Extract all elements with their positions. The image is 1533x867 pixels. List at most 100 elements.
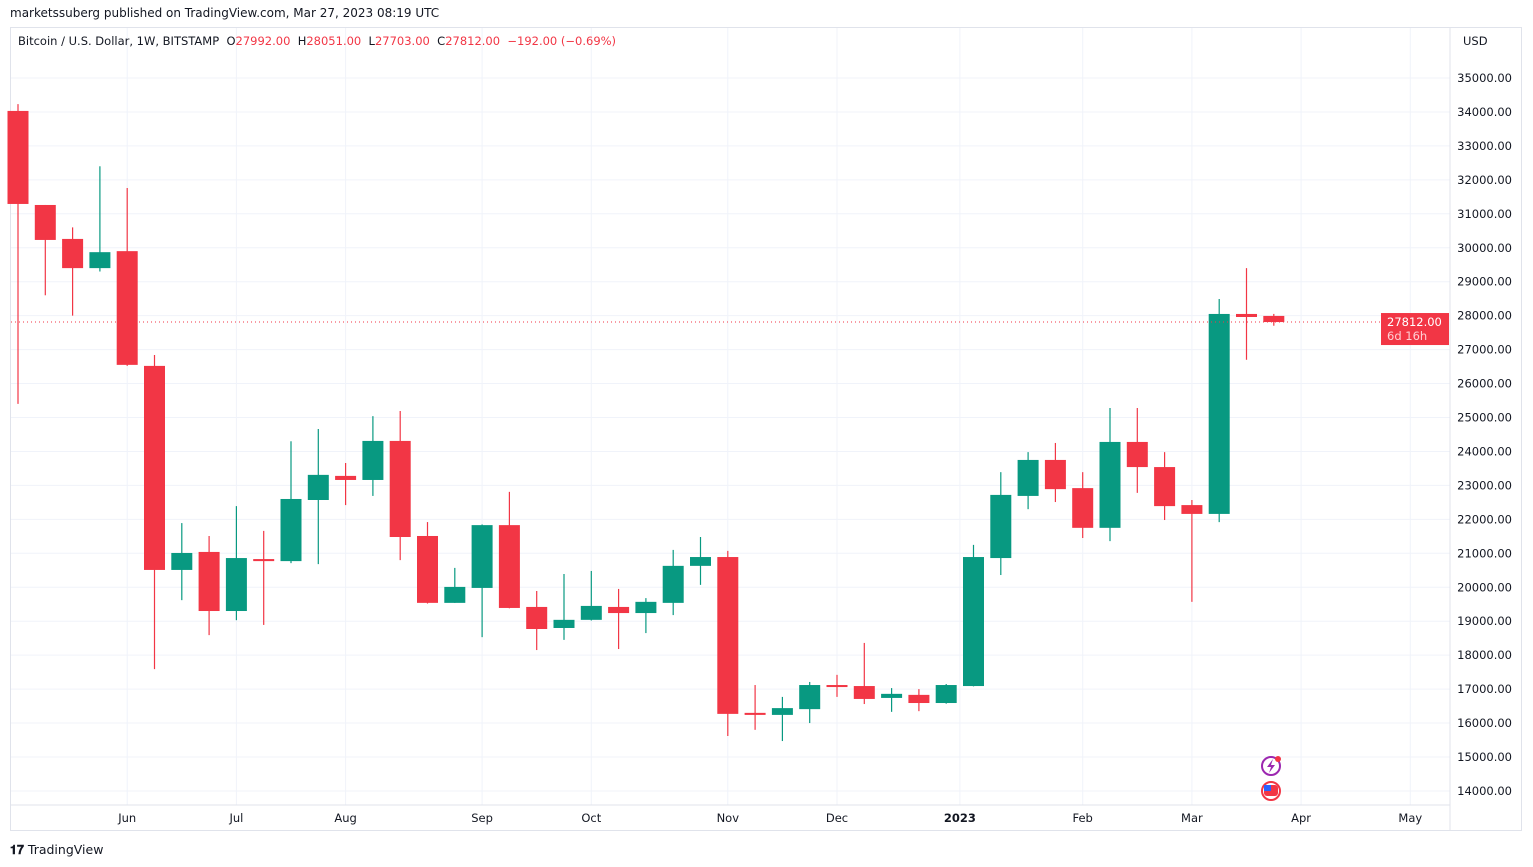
candle-up [307, 474, 329, 500]
candle-down [34, 204, 56, 240]
price-tick-label: 16000.00 [1457, 716, 1512, 730]
price-tick-label: 17000.00 [1457, 682, 1512, 696]
candle-down [1072, 488, 1094, 528]
time-tick-label: Aug [334, 811, 356, 825]
price-tick-label: 34000.00 [1457, 105, 1512, 119]
candle-down [116, 251, 138, 365]
open-label: O [226, 34, 236, 48]
candle-up [444, 586, 466, 603]
price-tick-label: 23000.00 [1457, 478, 1512, 492]
candle-down [717, 557, 739, 714]
candle-up [662, 565, 684, 603]
candle-up [935, 685, 957, 704]
candle-up [471, 525, 493, 588]
candle-down [62, 238, 84, 269]
candle-down [744, 712, 766, 715]
price-tick-label: 31000.00 [1457, 207, 1512, 221]
price-tick-label: 18000.00 [1457, 648, 1512, 662]
price-tick-label: 24000.00 [1457, 444, 1512, 458]
time-tick-label: Jun [117, 811, 136, 825]
notification-dot [1275, 756, 1281, 762]
candle-down [608, 606, 630, 614]
candle-up [990, 494, 1012, 559]
candle-up [799, 685, 821, 710]
candle-down [1154, 467, 1176, 507]
candle-down [826, 685, 848, 688]
candle-up [89, 252, 111, 269]
high-label: H [297, 34, 307, 48]
candle-down [198, 551, 220, 612]
time-tick-label: Sep [471, 811, 493, 825]
candle-up [881, 693, 903, 698]
low-value: 27703.00 [374, 34, 430, 48]
candle-down [526, 606, 548, 630]
price-tick-label: 22000.00 [1457, 512, 1512, 526]
candle-down [417, 535, 438, 603]
time-tick-label: Nov [717, 811, 740, 825]
close-label: C [437, 34, 446, 48]
price-tick-label: 35000.00 [1457, 71, 1512, 85]
candle-down [1126, 441, 1148, 468]
low-label: L [368, 34, 375, 48]
tradingview-logo[interactable]: 𝟏𝟕 TradingView [10, 842, 103, 858]
currency-label[interactable]: USD [1463, 34, 1488, 48]
price-tick-label: 15000.00 [1457, 750, 1512, 764]
change-value: −192.00 (−0.69%) [507, 34, 617, 48]
price-tick-label: 19000.00 [1457, 614, 1512, 628]
symbol-title[interactable]: Bitcoin / U.S. Dollar, 1W, BITSTAMP [18, 34, 220, 48]
candle-up [771, 708, 793, 715]
price-tick-label: 28000.00 [1457, 309, 1512, 323]
open-value: 27992.00 [235, 34, 291, 48]
candle-up [1208, 313, 1230, 514]
candle-up [171, 552, 193, 570]
price-tick-label: 20000.00 [1457, 580, 1512, 594]
candle-up [635, 601, 657, 614]
brand-name: TradingView [27, 842, 104, 857]
time-tick-label: May [1398, 811, 1422, 825]
time-tick-label: Feb [1073, 811, 1093, 825]
price-tick-label: 32000.00 [1457, 173, 1512, 187]
last-price-value: 27812.00 [1387, 315, 1442, 329]
price-tick-label: 21000.00 [1457, 546, 1512, 560]
time-tick-label: Oct [581, 811, 601, 825]
candle-down [144, 365, 165, 570]
candle-down [908, 694, 930, 704]
candle-up [580, 605, 602, 620]
price-tick-label: 30000.00 [1457, 241, 1512, 255]
high-value: 28051.00 [306, 34, 362, 48]
flag-canton [1264, 785, 1271, 791]
price-tick-label: 27000.00 [1457, 343, 1512, 357]
candle-down [253, 559, 275, 562]
candle-up [1017, 459, 1039, 496]
bar-countdown: 6d 16h [1387, 329, 1427, 343]
candle-down [335, 475, 357, 480]
candle-up [553, 619, 575, 628]
candle-up [225, 558, 247, 612]
time-tick-label: Apr [1291, 811, 1311, 825]
candle-down [1044, 459, 1066, 490]
price-tick-label: 14000.00 [1457, 784, 1512, 798]
candle-down [498, 525, 520, 608]
time-tick-label: 2023 [944, 811, 976, 825]
lightning-glyph [1267, 759, 1275, 773]
time-tick-label: Mar [1181, 811, 1203, 825]
candle-down [1181, 505, 1203, 514]
price-tick-label: 33000.00 [1457, 139, 1512, 153]
candle-down [389, 440, 411, 538]
time-tick-label: Jul [228, 811, 243, 825]
close-value: 27812.00 [445, 34, 501, 48]
candle-down [853, 686, 875, 699]
candle-down [1263, 315, 1285, 323]
chart-frame [10, 27, 1522, 831]
candle-down [7, 110, 29, 204]
candle-up [963, 557, 984, 687]
candle-down [1236, 313, 1257, 318]
candle-up [690, 557, 711, 566]
candle-up [280, 498, 302, 562]
tv-logo-icon: 𝟏𝟕 [10, 842, 24, 857]
candle-up [1099, 441, 1121, 528]
time-tick-label: Dec [826, 811, 848, 825]
price-tick-label: 29000.00 [1457, 275, 1512, 289]
last-price-badge [1381, 313, 1449, 346]
